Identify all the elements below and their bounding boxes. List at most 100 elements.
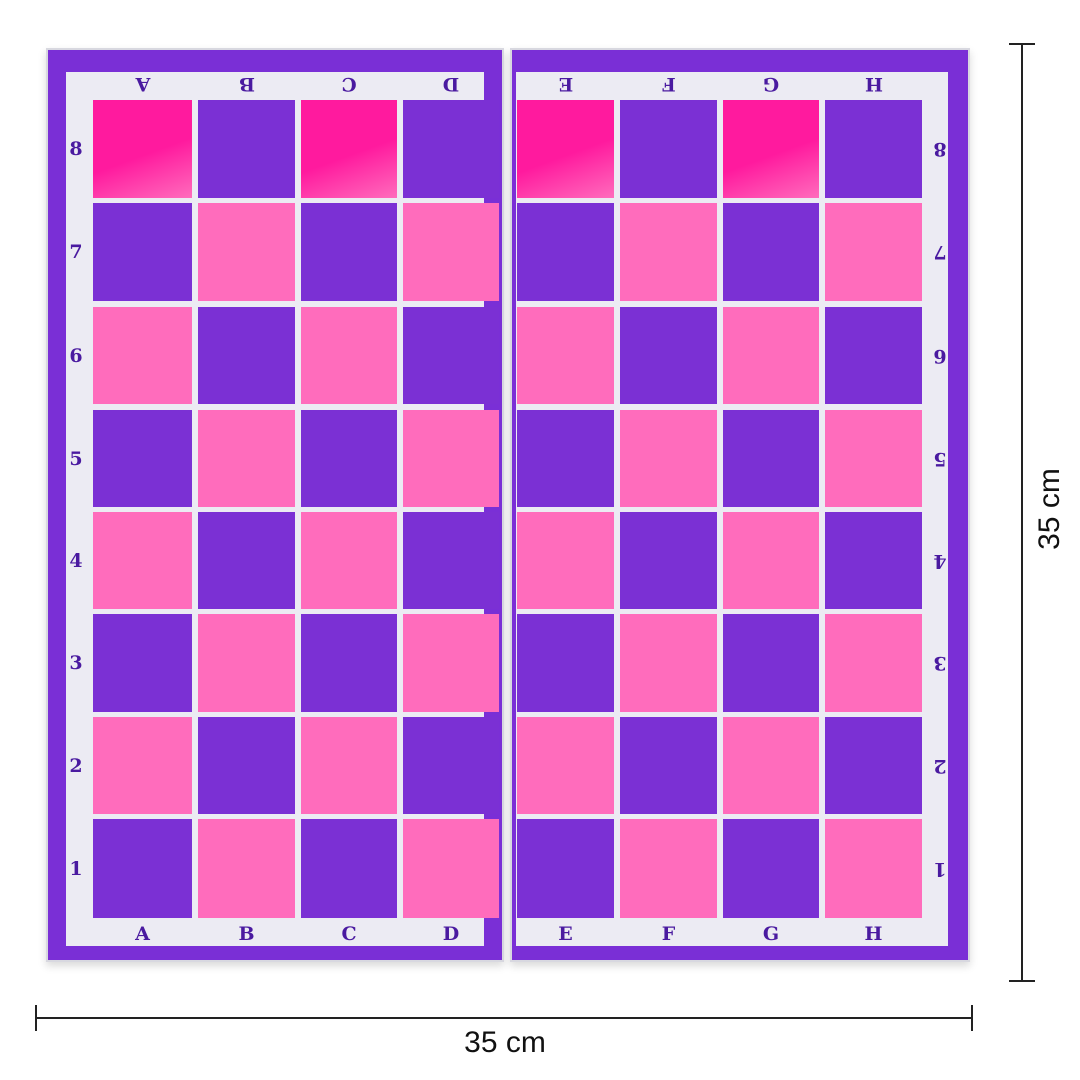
- square-b8: [198, 100, 295, 198]
- square-e1: [517, 819, 614, 918]
- square-b4: [198, 512, 295, 609]
- file-label-bottom-g: G: [762, 923, 780, 945]
- square-a2: [93, 717, 192, 814]
- rank-label-right-4: 4: [933, 549, 947, 572]
- rank-label-left-4: 4: [69, 549, 83, 572]
- square-d2: [403, 717, 499, 814]
- square-g7: [723, 203, 819, 301]
- square-f8: [620, 100, 717, 198]
- square-f3: [620, 614, 717, 712]
- square-a1: [93, 819, 192, 918]
- square-c3: [301, 614, 397, 712]
- rank-label-right-6: 6: [933, 344, 947, 367]
- rank-label-right-5: 5: [933, 447, 947, 470]
- square-b6: [198, 307, 295, 404]
- rank-label-left-6: 6: [69, 344, 83, 367]
- square-g3: [723, 614, 819, 712]
- rank-label-left-8: 8: [69, 138, 83, 160]
- rank-label-right-7: 7: [933, 241, 947, 263]
- square-d5: [403, 410, 499, 507]
- square-b2: [198, 717, 295, 814]
- square-d1: [403, 819, 499, 918]
- square-g6: [723, 307, 819, 404]
- square-e6: [517, 307, 614, 404]
- rank-label-right-8: 8: [933, 138, 947, 160]
- height-dimension-tick-top: [1009, 43, 1035, 45]
- square-f2: [620, 717, 717, 814]
- square-g1: [723, 819, 819, 918]
- rank-label-left-5: 5: [69, 447, 83, 470]
- file-label-top-f: F: [661, 73, 676, 95]
- square-e2: [517, 717, 614, 814]
- file-label-top-a: A: [135, 73, 150, 95]
- square-h1: [825, 819, 922, 918]
- file-label-top-e: E: [558, 73, 573, 95]
- file-label-top-h: H: [864, 73, 883, 95]
- rank-label-right-2: 2: [933, 754, 947, 777]
- square-a4: [93, 512, 192, 609]
- square-c7: [301, 203, 397, 301]
- square-h4: [825, 512, 922, 609]
- file-label-bottom-e: E: [558, 923, 573, 945]
- square-g8: [723, 100, 819, 198]
- square-d8: [403, 100, 499, 198]
- square-d3: [403, 614, 499, 712]
- square-c4: [301, 512, 397, 609]
- square-e7: [517, 203, 614, 301]
- square-a7: [93, 203, 192, 301]
- rank-label-right-1: 1: [933, 857, 947, 880]
- square-f7: [620, 203, 717, 301]
- square-e4: [517, 512, 614, 609]
- square-d6: [403, 307, 499, 404]
- square-b5: [198, 410, 295, 507]
- square-f1: [620, 819, 717, 918]
- square-a3: [93, 614, 192, 712]
- rank-label-left-3: 3: [69, 652, 83, 674]
- square-a5: [93, 410, 192, 507]
- square-g5: [723, 410, 819, 507]
- square-c6: [301, 307, 397, 404]
- height-dimension-line: [1021, 44, 1023, 981]
- square-c2: [301, 717, 397, 814]
- square-a8: [93, 100, 192, 198]
- square-c8: [301, 100, 397, 198]
- file-label-top-c: C: [341, 73, 357, 95]
- square-e3: [517, 614, 614, 712]
- square-b1: [198, 819, 295, 918]
- square-g4: [723, 512, 819, 609]
- width-dimension-line: [36, 1017, 973, 1019]
- square-c1: [301, 819, 397, 918]
- square-e8: [517, 100, 614, 198]
- square-b3: [198, 614, 295, 712]
- square-h6: [825, 307, 922, 404]
- height-dimension-label: 35 cm: [1033, 468, 1066, 550]
- square-h5: [825, 410, 922, 507]
- file-label-top-d: D: [442, 73, 460, 95]
- width-dimension-label: 35 cm: [464, 1026, 546, 1059]
- rank-label-left-1: 1: [69, 857, 83, 880]
- square-h8: [825, 100, 922, 198]
- width-dimension-tick-left: [35, 1005, 37, 1031]
- square-b7: [198, 203, 295, 301]
- square-f4: [620, 512, 717, 609]
- square-h2: [825, 717, 922, 814]
- square-g2: [723, 717, 819, 814]
- square-d4: [403, 512, 499, 609]
- file-label-bottom-h: H: [864, 923, 883, 945]
- rank-label-left-7: 7: [69, 241, 83, 263]
- square-a6: [93, 307, 192, 404]
- square-h3: [825, 614, 922, 712]
- square-f6: [620, 307, 717, 404]
- file-label-bottom-a: A: [135, 923, 150, 945]
- file-label-top-b: B: [238, 73, 255, 95]
- square-c5: [301, 410, 397, 507]
- file-label-bottom-c: C: [341, 923, 357, 945]
- height-dimension-tick-bottom: [1009, 980, 1035, 982]
- file-label-top-g: G: [762, 73, 780, 95]
- square-e5: [517, 410, 614, 507]
- width-dimension-tick-right: [971, 1005, 973, 1031]
- file-label-bottom-d: D: [442, 923, 460, 945]
- rank-label-left-2: 2: [69, 754, 83, 777]
- square-d7: [403, 203, 499, 301]
- file-label-bottom-f: F: [661, 923, 676, 945]
